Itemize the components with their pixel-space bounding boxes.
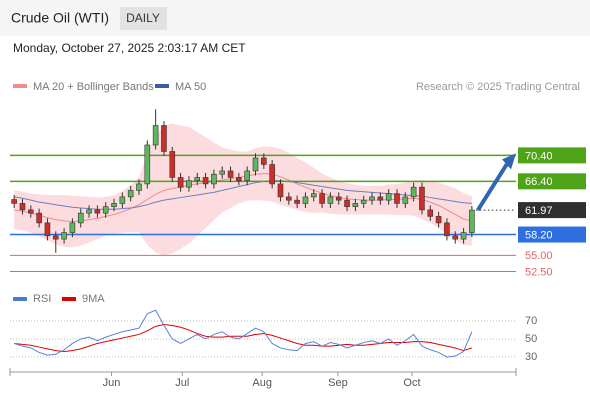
candle-body [161, 125, 167, 152]
candle-body [327, 196, 334, 204]
candle-body [335, 196, 342, 201]
level-box [518, 202, 586, 219]
candle-body [211, 173, 217, 185]
candle-body [294, 199, 300, 204]
x-tick-label: Sep [328, 377, 348, 389]
level-box [518, 173, 586, 190]
candle-body [352, 203, 359, 207]
level-label: 55.00 [525, 250, 553, 262]
level-label: 70.40 [525, 150, 553, 162]
interval[interactable]: DAILY [126, 11, 160, 25]
candle-body [44, 222, 51, 237]
candle-body [186, 180, 192, 188]
candle-body [444, 222, 450, 237]
forecast-arrow [476, 161, 510, 212]
title: Crude Oil (WTI) [11, 10, 109, 26]
legend-swatch [13, 297, 27, 301]
candle-body [177, 177, 184, 188]
candle-body [302, 196, 309, 204]
candle-body [419, 186, 425, 211]
x-tick-label: Jun [103, 377, 121, 389]
candle-body [244, 170, 250, 181]
candle-body [194, 177, 201, 181]
legend-swatch [13, 84, 27, 88]
x-tick-label: Jul [175, 377, 189, 389]
level-label: 61.97 [525, 205, 553, 217]
candle-body [111, 203, 117, 207]
candle-body [102, 206, 109, 214]
candle-body [77, 212, 84, 224]
level-box [518, 226, 586, 243]
candle-body [269, 164, 275, 185]
candle-body [377, 196, 384, 201]
candle-body [360, 199, 367, 204]
candle-body [252, 157, 259, 172]
header-bar [0, 0, 590, 36]
candle-body [152, 125, 159, 146]
rsi-tick-label: 70 [525, 315, 537, 327]
candle-body [369, 196, 375, 201]
candle-body [52, 235, 59, 240]
candle-body [202, 177, 209, 185]
candle-body [94, 209, 101, 214]
candle-body [86, 209, 92, 214]
candle-body [402, 196, 409, 204]
candle-body [344, 199, 350, 207]
candle-body [28, 209, 34, 214]
candle-body [61, 232, 67, 240]
candle-body [427, 209, 434, 217]
legend-label: MA 20 + Bollinger Bands [33, 81, 154, 93]
candle-body [19, 203, 26, 211]
candle-body [69, 222, 76, 233]
candle-body [136, 183, 142, 191]
rsi-tick-label: 30 [525, 351, 537, 363]
rsi-line [14, 309, 473, 358]
legend-swatch [62, 297, 76, 301]
candle-body [385, 193, 392, 201]
candle-body [219, 170, 226, 175]
candle-body [277, 183, 284, 198]
candle-body [261, 157, 267, 165]
candle-body [452, 235, 459, 240]
candle-body [127, 190, 134, 198]
x-tick-label: Aug [252, 377, 272, 389]
candle-body [169, 151, 176, 178]
candle-body [119, 196, 126, 204]
level-box [518, 147, 586, 164]
candle-body [410, 186, 417, 198]
rsi-tick-label: 50 [525, 333, 537, 345]
candle-body [11, 199, 17, 204]
candle-body [469, 209, 475, 233]
legend-swatch [155, 84, 169, 88]
candle-body [394, 193, 400, 204]
interval-chip[interactable] [120, 7, 167, 30]
bollinger-band [14, 123, 472, 256]
level-label: 58.20 [525, 229, 553, 241]
level-label: 52.50 [525, 266, 553, 278]
credit: Research © 2025 Trading Central [416, 81, 580, 93]
candle-body [460, 232, 467, 240]
level-label: 66.40 [525, 176, 553, 188]
candle-body [435, 216, 442, 224]
legend-label: MA 50 [175, 81, 206, 93]
candle-body [144, 144, 151, 185]
candle-body [236, 177, 242, 181]
candle-body [285, 196, 292, 201]
forecast-arrowhead [502, 153, 516, 170]
x-tick-label: Oct [403, 377, 420, 389]
candle-body [319, 193, 325, 204]
legend-label: 9MA [82, 293, 105, 305]
legend-label: RSI [33, 293, 51, 305]
datetime: Monday, October 27, 2025 2:03:17 AM CET [13, 41, 246, 55]
candle-body [227, 170, 234, 178]
candle-body [36, 212, 42, 224]
candle-body [310, 193, 317, 198]
